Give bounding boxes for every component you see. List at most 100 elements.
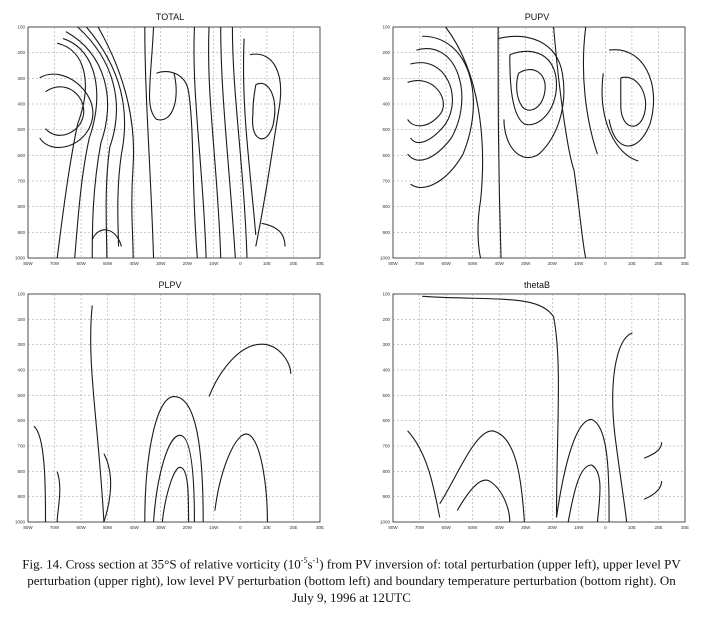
y-tick-label: 500 [382,393,390,398]
x-tick-label: 50W [468,261,478,266]
contour-line [91,305,104,522]
contour-line [517,70,546,111]
y-tick-label: 700 [382,444,390,449]
y-tick-label: 1000 [380,256,391,261]
contour-line [57,472,60,522]
contour-line [644,442,662,458]
x-tick-label: 60W [76,261,86,266]
contour-line [232,27,247,258]
caption-text-a: Fig. 14. Cross section at 35°S of relati… [22,556,301,572]
y-tick-label: 100 [382,292,390,297]
contour-group [40,27,285,258]
caption-text-c: ) from PV inversion of: total perturbati… [27,556,681,606]
contour-line [104,454,111,522]
contour-line [457,480,510,522]
y-tick-label: 800 [382,204,390,209]
y-tick-label: 200 [382,317,390,322]
contour-line [209,27,221,258]
y-tick-label: 900 [17,230,25,235]
x-tick-label: 30W [521,525,531,530]
x-tick-label: 0 [239,261,242,266]
y-tick-label: 400 [382,102,390,107]
x-tick-label: 10E [628,525,636,530]
y-tick-label: 600 [382,153,390,158]
contour-line [262,223,285,246]
x-tick-label: 30W [521,261,531,266]
contour-line [568,465,600,522]
y-tick-label: 600 [17,153,25,158]
y-tick-label: 100 [382,25,390,30]
panel-title-thetab: thetaB [523,280,551,290]
x-tick-label: 10E [628,261,636,266]
x-tick-label: 80W [23,261,33,266]
contour-line [98,27,133,258]
y-tick-label: 700 [382,179,390,184]
x-tick-label: 60W [76,525,86,530]
contour-line [422,296,558,517]
y-tick-label: 400 [17,368,25,373]
panel-title-total: TOTAL [155,12,185,22]
x-tick-label: 10W [574,525,584,530]
contour-line [644,481,662,499]
contour-line [411,63,453,143]
y-tick-label: 700 [17,179,25,184]
y-tick-label: 1000 [380,520,391,525]
contour-line [34,426,46,522]
panel-title-plpv: PLPV [158,280,182,290]
contour-line [92,230,121,247]
x-tick-label: 40W [495,261,505,266]
x-tick-label: 0 [239,525,242,530]
y-tick-label: 800 [382,469,390,474]
x-tick-label: 80W [388,261,398,266]
x-tick-label: 70W [415,525,425,530]
caption-exponent-a: -5 [300,556,308,565]
contour-line [145,397,203,522]
x-tick-label: 20W [183,525,193,530]
contour-group [34,305,291,522]
x-tick-label: 20E [289,261,297,266]
x-tick-label: 30E [316,261,324,266]
x-tick-label: 0 [604,525,607,530]
y-tick-label: 1000 [15,256,26,261]
contour-line [221,27,236,258]
contour-line [446,27,483,258]
y-tick-label: 400 [17,102,25,107]
y-tick-label: 400 [382,368,390,373]
x-tick-label: 60W [441,525,451,530]
contour-line [498,27,501,258]
contour-line [194,27,206,258]
x-tick-label: 70W [50,525,60,530]
x-tick-label: 80W [388,525,398,530]
contour-line [78,27,117,258]
x-tick-label: 20E [654,261,662,266]
contour-line [408,431,440,518]
x-tick-label: 40W [130,525,140,530]
contour-line [602,73,638,161]
y-tick-label: 500 [382,127,390,132]
x-tick-label: 20W [183,261,193,266]
x-tick-label: 50W [103,525,113,530]
x-tick-label: 30W [156,261,166,266]
contour-line [154,435,195,522]
contour-line [63,39,97,258]
contour-line [244,39,256,235]
contour-line [583,27,597,154]
contour-line [411,36,474,187]
figure-caption: Fig. 14. Cross section at 35°S of relati… [18,552,685,606]
y-tick-label: 600 [17,418,25,423]
contour-line [408,81,444,126]
x-tick-label: 10E [263,261,271,266]
contour-line [609,50,653,146]
y-tick-label: 600 [382,418,390,423]
contour-line [149,27,176,120]
contour-line [145,27,154,258]
y-tick-label: 900 [17,494,25,499]
x-tick-label: 50W [468,525,478,530]
y-tick-label: 500 [17,127,25,132]
x-tick-label: 20E [289,525,297,530]
x-tick-label: 40W [130,261,140,266]
